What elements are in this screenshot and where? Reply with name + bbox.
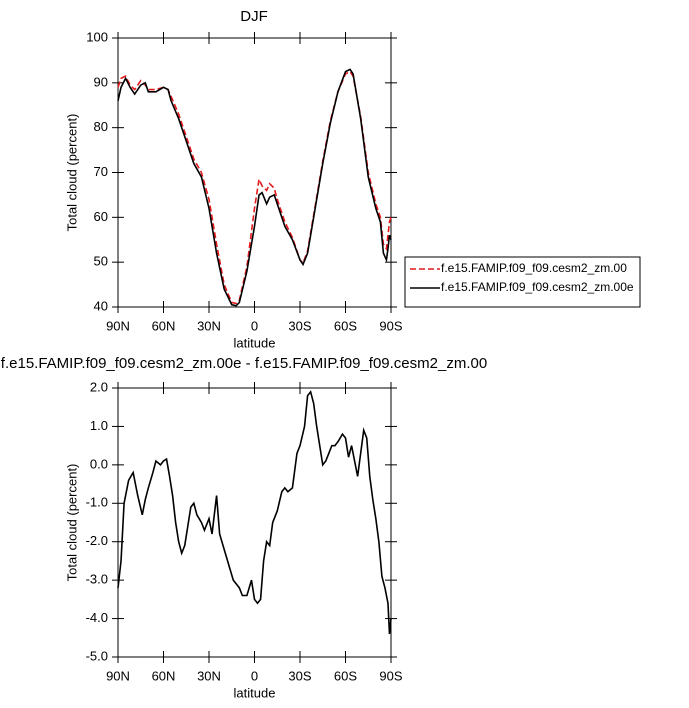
- y-tick-label: -4.0: [86, 610, 108, 625]
- x-axis-label: latitude: [234, 685, 276, 700]
- x-tick-label: 90S: [379, 668, 402, 683]
- x-tick-label: 90N: [106, 668, 130, 683]
- chart-title: f.e15.FAMIP.f09_f09.cesm2_zm.00e - f.e15…: [1, 355, 487, 372]
- x-tick-label: 30S: [288, 668, 311, 683]
- y-tick-label: 100: [86, 29, 108, 44]
- y-tick-label: 80: [94, 119, 108, 134]
- x-tick-label: 0: [251, 318, 258, 333]
- y-tick-label: 0.0: [90, 456, 108, 471]
- x-tick-label: 30N: [197, 668, 221, 683]
- x-tick-label: 90S: [379, 318, 402, 333]
- legend-label: f.e15.FAMIP.f09_f09.cesm2_zm.00: [441, 261, 627, 275]
- y-tick-label: 60: [94, 209, 108, 224]
- x-tick-label: 60S: [334, 668, 357, 683]
- y-tick-label: 50: [94, 254, 108, 269]
- y-tick-label: -3.0: [86, 572, 108, 587]
- legend-label: f.e15.FAMIP.f09_f09.cesm2_zm.00e: [441, 280, 634, 294]
- y-tick-label: 90: [94, 74, 108, 89]
- x-tick-label: 0: [251, 668, 258, 683]
- x-tick-label: 90N: [106, 318, 130, 333]
- data-line: [117, 70, 392, 305]
- x-axis-label: latitude: [234, 335, 276, 350]
- chart-title: DJF: [240, 8, 268, 25]
- plot-frame: [117, 387, 392, 658]
- y-tick-label: 40: [94, 298, 108, 313]
- x-tick-label: 30N: [197, 318, 221, 333]
- y-tick-label: -5.0: [86, 648, 108, 663]
- x-tick-label: 30S: [288, 318, 311, 333]
- y-tick-label: -2.0: [86, 533, 108, 548]
- plot-frame: [117, 37, 392, 308]
- y-tick-label: -1.0: [86, 495, 108, 510]
- x-tick-label: 60N: [152, 668, 176, 683]
- x-tick-label: 60S: [334, 318, 357, 333]
- y-tick-label: 70: [94, 164, 108, 179]
- legend-box: [404, 256, 641, 308]
- y-tick-label: 1.0: [90, 418, 108, 433]
- y-axis-label: Total cloud (percent): [64, 464, 79, 582]
- x-tick-label: 60N: [152, 318, 176, 333]
- data-line: [117, 390, 392, 635]
- y-axis-label: Total cloud (percent): [64, 114, 79, 232]
- y-tick-label: 2.0: [90, 379, 108, 394]
- data-line: [117, 68, 392, 307]
